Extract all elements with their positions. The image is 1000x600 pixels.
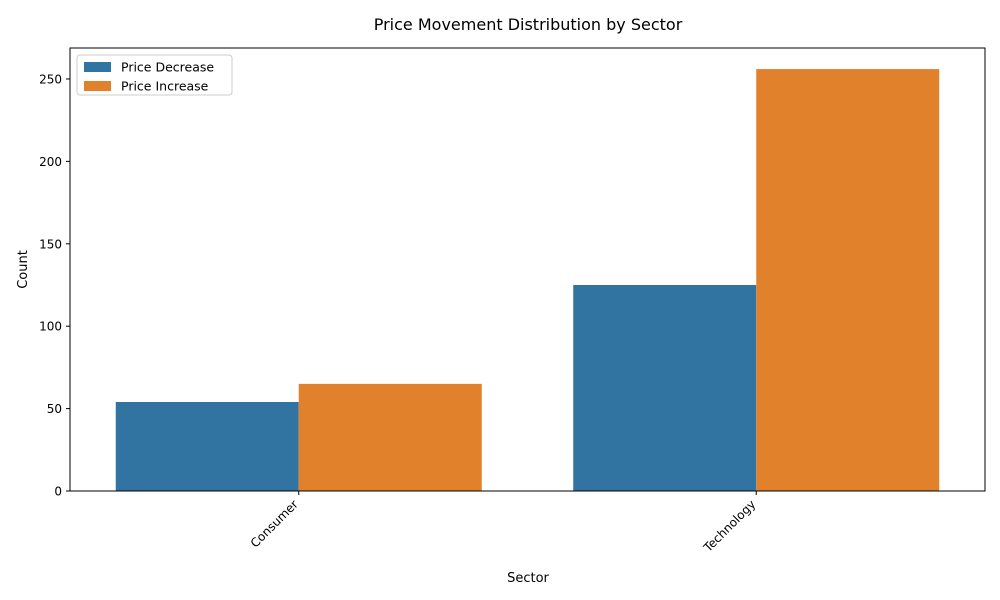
plot-frame (69, 47, 986, 492)
y-tick-label: 200 (39, 155, 62, 169)
y-tick-label: 150 (39, 237, 62, 251)
x-tick-label: Technology (700, 497, 758, 555)
legend-box (76, 54, 233, 96)
y-tick-label: 100 (39, 320, 62, 334)
y-tick-label: 50 (47, 402, 62, 416)
legend-label: Price Decrease (121, 60, 214, 75)
y-tick-label: 0 (54, 485, 62, 499)
legend-swatch-price-decrease (84, 62, 111, 72)
legend: Price Decrease Price Increase (76, 54, 233, 96)
x-tick-label: Consumer (248, 497, 301, 550)
chart-title: Price Movement Distribution by Sector (374, 15, 683, 34)
y-axis-label: Count (16, 250, 31, 289)
bar-price-decrease-consumer (115, 402, 299, 491)
y-axis: 0 50 100 150 200 250 (39, 72, 70, 499)
legend-label: Price Increase (121, 79, 209, 94)
legend-swatch-price-increase (84, 81, 111, 91)
bar-price-increase-consumer (298, 383, 482, 491)
bars-layer (115, 69, 940, 491)
y-tick-label: 250 (39, 72, 62, 86)
x-axis: Consumer Technology (248, 491, 758, 555)
bar-price-increase-technology (756, 69, 940, 491)
x-axis-label: Sector (507, 571, 549, 586)
bar-price-decrease-technology (573, 284, 757, 491)
